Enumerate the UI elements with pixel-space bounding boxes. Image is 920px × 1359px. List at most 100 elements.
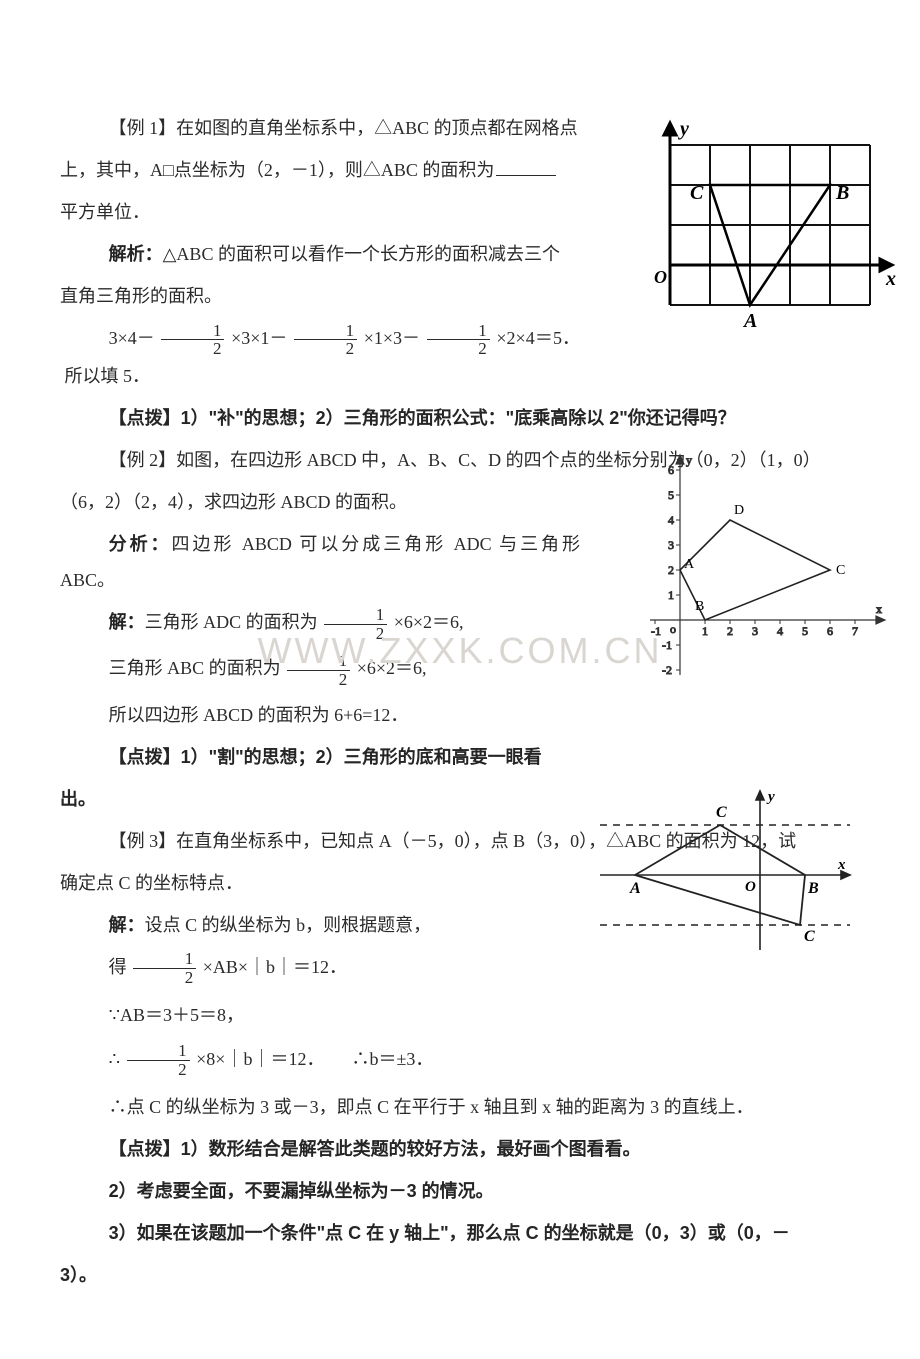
ex3-p5: ∴ 12 ×8×｜b｜＝12． ∴b＝±3． [60, 1041, 580, 1079]
ex3-p2: 解：设点 C 的纵坐标为 b，则根据题意， [60, 907, 580, 943]
ex1-tip: 【点拨】1）"补"的思想；2）三角形的面积公式："底乘高除以 2"你还记得吗？ [60, 400, 860, 436]
ex3-tip3-row: 3）如果在该题加一个条件"点 C 在 y 轴上"，那么点 C 的坐标就是（0，3… [60, 1215, 860, 1251]
ex2-tip: 【点拨】1）"割"的思想；2）三角形的底和高要一眼看 [109, 747, 542, 767]
figure-ex3: A B O C C x y [590, 785, 860, 955]
svg-text:D: D [734, 503, 744, 518]
blank-answer [496, 159, 556, 176]
frac-half-3: 12 [427, 322, 490, 359]
ex3-p4-row: ∵AB＝3＋5＝8， [60, 997, 580, 1033]
svg-text:2: 2 [727, 624, 733, 638]
ex1-p2: 解析：△ABC 的面积可以看作一个长方形的面积减去三个 [60, 236, 580, 272]
ex1-p1: 【例 1】在如图的直角坐标系中，△ABC 的顶点都在网格点 [60, 110, 580, 146]
fig1-B: B [835, 182, 849, 204]
svg-text:-1: -1 [651, 624, 661, 638]
ex3-p5a: ∴ [109, 1049, 120, 1069]
svg-text:7: 7 [852, 624, 858, 638]
figure-ex2: -1 o 1 2 3 4 5 6 7 x 1 2 3 4 5 6 -1 -2 y [640, 450, 890, 680]
ex2-p3: 解：三角形 ADC 的面积为 12 ×6×2＝6, [60, 604, 580, 642]
frac-half-ex2a: 12 [324, 606, 387, 643]
ex2-p2a: 分析： [109, 534, 172, 554]
svg-text:1: 1 [702, 624, 708, 638]
ex2-p5-row: 所以四边形 ABCD 的面积为 6+6=12． [60, 697, 580, 733]
svg-text:6: 6 [827, 624, 833, 638]
ex3-tip3b: 3）。 [60, 1265, 97, 1285]
ex2-p4: 三角形 ABC 的面积为 12 ×6×2＝6, [60, 650, 580, 688]
ex1-p1b: 上，其中，A□点坐标为（2，－1），则△ABC 的面积为 [60, 160, 494, 180]
ex3-p2b: 设点 C 的纵坐标为 b，则根据题意， [145, 915, 432, 935]
svg-text:3: 3 [668, 538, 674, 552]
svg-text:y: y [766, 789, 775, 805]
svg-text:5: 5 [802, 624, 808, 638]
ex1-eq-m3: ×2×4＝5． [496, 328, 580, 348]
ex1-p2c-row: 直角三角形的面积。 [60, 278, 580, 314]
ex2-p3a: 解： [109, 612, 145, 632]
frac-half-2: 12 [294, 322, 357, 359]
ex2-p3c: ×6×2＝6, [394, 612, 464, 632]
svg-text:B: B [695, 599, 704, 614]
svg-text:4: 4 [668, 513, 674, 527]
ex3-p3b: ×AB×｜b｜＝12． [203, 957, 347, 977]
frac-half-ex2b: 12 [287, 652, 350, 689]
fig1-A: A [742, 310, 757, 332]
ex3-p5b: ×8×｜b｜＝12． [196, 1049, 324, 1069]
ex2-p4b: ×6×2＝6, [357, 658, 427, 678]
svg-text:4: 4 [777, 624, 783, 638]
ex3-p5c: ∴b＝±3． [351, 1049, 433, 1069]
ex3-tip3b-row: 3）。 [60, 1257, 860, 1293]
ex2-p2: 分析：四边形 ABCD 可以分成三角形 ADC 与三角形 ABC。 [60, 526, 580, 598]
svg-text:C: C [716, 804, 727, 821]
ex3-p6: ∴点 C 的纵坐标为 3 或－3，即点 C 在平行于 x 轴且到 x 轴的距离为… [109, 1097, 754, 1117]
ex2-tip-row: 【点拨】1）"割"的思想；2）三角形的底和高要一眼看 [60, 739, 580, 775]
ex2-p5: 所以四边形 ABCD 的面积为 6+6=12． [109, 705, 409, 725]
svg-text:A: A [629, 880, 641, 897]
frac-half-ex3b: 12 [127, 1042, 190, 1079]
svg-text:6: 6 [668, 463, 674, 477]
frac-half-1: 12 [161, 322, 224, 359]
svg-text:5: 5 [668, 488, 674, 502]
ex1-p1row2: 上，其中，A□点坐标为（2，－1），则△ABC 的面积为 [60, 152, 580, 188]
ex3-tip2: 2）考虑要全面，不要漏掉纵坐标为－3 的情况。 [109, 1181, 494, 1201]
svg-text:C: C [836, 563, 845, 578]
fig1-x-label: x [885, 268, 896, 290]
ex3-tip2-row: 2）考虑要全面，不要漏掉纵坐标为－3 的情况。 [60, 1173, 860, 1209]
ex3-p3: 得 12 ×AB×｜b｜＝12． [60, 949, 580, 987]
svg-text:3: 3 [752, 624, 758, 638]
ex3-p2a: 解： [109, 915, 145, 935]
fig1-O: O [654, 267, 667, 287]
svg-text:-2: -2 [662, 663, 672, 677]
ex1-p2c: 直角三角形的面积。 [60, 286, 222, 306]
svg-text:x: x [876, 602, 882, 616]
ex2-p3b: 三角形 ADC 的面积为 [145, 612, 318, 632]
ex3-tip1-row: 【点拨】1）数形结合是解答此类题的较好方法，最好画个图看看。 [60, 1131, 860, 1167]
ex1-eq: 3×4－ 12 ×3×1－ 12 ×1×3－ 12 ×2×4＝5． 所以填 5． [60, 320, 580, 394]
ex3-p6-row: ∴点 C 的纵坐标为 3 或－3，即点 C 在平行于 x 轴且到 x 轴的距离为… [60, 1089, 860, 1125]
fig1-y-label: y [678, 118, 689, 140]
ex1-p1c-row: 平方单位． [60, 194, 580, 230]
svg-text:-1: -1 [662, 638, 672, 652]
ex2-p1b: （6，2）（2，4），求四边形 ABCD 的面积。 [60, 492, 407, 512]
ex3-p1b: 确定点 C 的坐标特点． [60, 873, 243, 893]
ex1-p2b: △ABC 的面积可以看作一个长方形的面积减去三个 [163, 244, 560, 264]
ex1-tip-a: 【点拨】1）"补"的思想；2）三角形的面积公式："底乘高除以 2"你还记得吗？ [109, 408, 736, 428]
svg-text:x: x [837, 857, 846, 873]
frac-half-ex3a: 12 [133, 950, 196, 987]
ex3-p4: ∵AB＝3＋5＝8， [109, 1005, 244, 1025]
ex1-eq-m1: ×3×1－ [231, 328, 287, 348]
svg-text:1: 1 [668, 588, 674, 602]
svg-text:C: C [804, 928, 815, 945]
svg-text:y: y [686, 453, 692, 467]
fig1-C: C [690, 182, 704, 204]
ex1-eq-tail: 所以填 5． [65, 366, 151, 386]
svg-text:o: o [670, 622, 676, 636]
ex1-p2a: 解析： [109, 244, 163, 264]
ex1-p1c: 平方单位． [60, 202, 150, 222]
ex3-p3a: 得 [109, 957, 127, 977]
ex3-tip3: 3）如果在该题加一个条件"点 C 在 y 轴上"，那么点 C 的坐标就是（0，3… [109, 1223, 790, 1243]
ex2-tip-tail: 出。 [60, 789, 96, 809]
ex1-eq-pre: 3×4－ [109, 328, 155, 348]
ex1-p1a: 【例 1】在如图的直角坐标系中，△ABC 的顶点都在网格点 [109, 118, 578, 138]
svg-text:B: B [807, 880, 819, 897]
svg-text:2: 2 [668, 563, 674, 577]
ex3-tip1: 【点拨】1）数形结合是解答此类题的较好方法，最好画个图看看。 [109, 1139, 641, 1159]
ex2-p4a: 三角形 ABC 的面积为 [109, 658, 281, 678]
